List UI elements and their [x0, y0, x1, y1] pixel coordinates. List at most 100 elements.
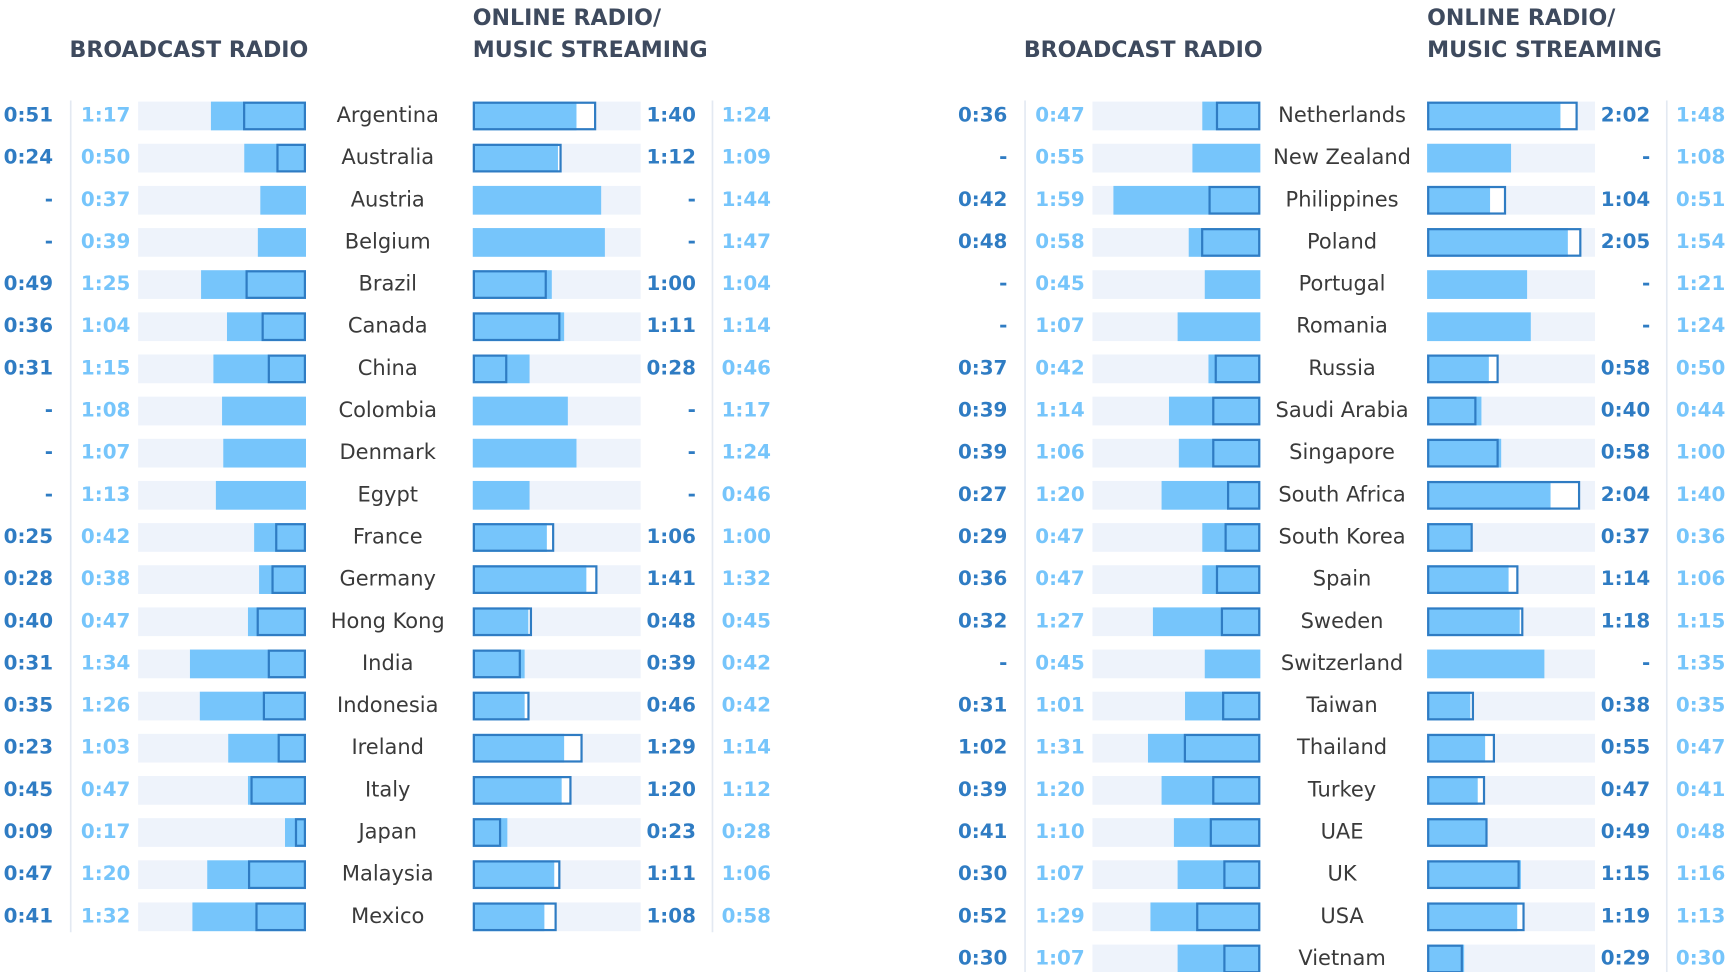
value-label: 0:35: [1676, 694, 1725, 717]
column-header: MUSIC STREAMING: [473, 37, 708, 63]
bar: [472, 565, 587, 594]
value-label: 1:17: [81, 103, 130, 126]
value-label: 0:36: [958, 103, 1007, 126]
outline-bar: [1226, 480, 1261, 510]
outline-bar: [1208, 185, 1261, 215]
bar: [1427, 649, 1545, 679]
bar: [472, 312, 565, 342]
bar: [1427, 143, 1512, 173]
country-label: Singapore: [1289, 440, 1395, 464]
country-label: Portugal: [1299, 272, 1386, 296]
bar: [254, 523, 306, 552]
bar: [1177, 944, 1261, 972]
bar: [189, 649, 306, 679]
value-label: 1:15: [1601, 862, 1650, 885]
country-label: Taiwan: [1305, 693, 1377, 717]
value-label: 0:47: [1035, 525, 1084, 548]
outline-bar: [1201, 228, 1261, 257]
value-label: 0:39: [646, 651, 695, 674]
value-label: 0:30: [958, 862, 1007, 885]
value-label: 1:26: [81, 694, 130, 717]
value-label: -: [1642, 272, 1650, 295]
value-label: 0:42: [722, 694, 771, 717]
outline-bar: [472, 101, 597, 131]
value-label: 0:31: [4, 651, 53, 674]
outline-bar: [1427, 902, 1525, 932]
value-label: 1:35: [1676, 651, 1725, 674]
value-label: 1:07: [1035, 946, 1084, 969]
outline-bar: [472, 354, 508, 384]
outline-bar: [1212, 776, 1261, 805]
value-label: 1:19: [1601, 904, 1650, 927]
outline-bar: [275, 523, 306, 552]
value-label: 0:49: [4, 272, 53, 295]
value-label: 0:51: [1676, 188, 1725, 211]
value-label: 1:24: [722, 441, 771, 464]
bar: [472, 185, 602, 215]
outline-bar: [1214, 354, 1261, 384]
value-label: 1:17: [722, 399, 771, 422]
value-label: 1:44: [722, 188, 771, 211]
country-label: India: [362, 651, 413, 675]
value-label: 1:48: [1676, 103, 1725, 126]
outline-bar: [472, 607, 533, 637]
bar: [192, 902, 306, 932]
value-label: 0:30: [1676, 946, 1725, 969]
value-label: 1:03: [81, 736, 130, 759]
value-label: 1:11: [646, 314, 695, 337]
bar: [1427, 944, 1465, 972]
value-label: 1:00: [1676, 441, 1725, 464]
value-label: 0:50: [1676, 356, 1725, 379]
country-label: Spain: [1313, 567, 1372, 591]
outline-bar: [1427, 944, 1463, 972]
country-label: Germany: [340, 567, 436, 591]
value-label: 1:14: [1035, 399, 1084, 422]
bar: [1427, 860, 1521, 890]
value-label: 0:38: [81, 567, 130, 590]
bar: [1427, 607, 1520, 637]
value-label: 0:30: [958, 946, 1007, 969]
outline-bar: [1215, 565, 1261, 594]
bar: [228, 733, 306, 763]
bar: [1173, 818, 1261, 847]
value-label: 1:14: [722, 736, 771, 759]
outline-bar: [267, 649, 306, 679]
outline-bar: [1427, 185, 1507, 215]
value-label: 0:49: [1601, 820, 1650, 843]
bar: [472, 776, 562, 805]
bar: [472, 354, 530, 384]
value-label: -: [999, 651, 1007, 674]
outline-bar: [1209, 818, 1261, 847]
value-label: 0:41: [1676, 778, 1725, 801]
country-label: Thailand: [1296, 735, 1387, 759]
value-label: -: [688, 399, 696, 422]
bar: [244, 143, 306, 173]
value-label: 0:37: [958, 356, 1007, 379]
value-label: 0:47: [1601, 778, 1650, 801]
value-label: 1:02: [958, 736, 1007, 759]
outline-bar: [472, 776, 572, 805]
outline-bar: [1427, 396, 1477, 426]
bar: [1427, 565, 1509, 594]
value-label: 0:35: [4, 694, 53, 717]
value-label: 0:47: [81, 609, 130, 632]
track: [138, 818, 306, 847]
bar: [1161, 776, 1261, 805]
country-label: Canada: [348, 314, 428, 338]
value-label: -: [45, 483, 53, 506]
value-label: 0:48: [1676, 820, 1725, 843]
value-label: 1:29: [646, 736, 695, 759]
outline-bar: [1224, 523, 1261, 552]
bar: [1427, 691, 1471, 721]
value-label: 1:07: [1035, 314, 1084, 337]
value-label: 0:40: [1601, 399, 1650, 422]
bar: [1427, 185, 1491, 215]
bar: [472, 691, 525, 721]
bar: [472, 733, 565, 763]
bar: [1208, 354, 1261, 384]
value-label: 1:20: [1035, 483, 1084, 506]
value-label: 1:06: [1035, 441, 1084, 464]
value-label: 1:08: [81, 399, 130, 422]
bar: [1427, 396, 1482, 426]
outline-bar: [1427, 776, 1486, 805]
